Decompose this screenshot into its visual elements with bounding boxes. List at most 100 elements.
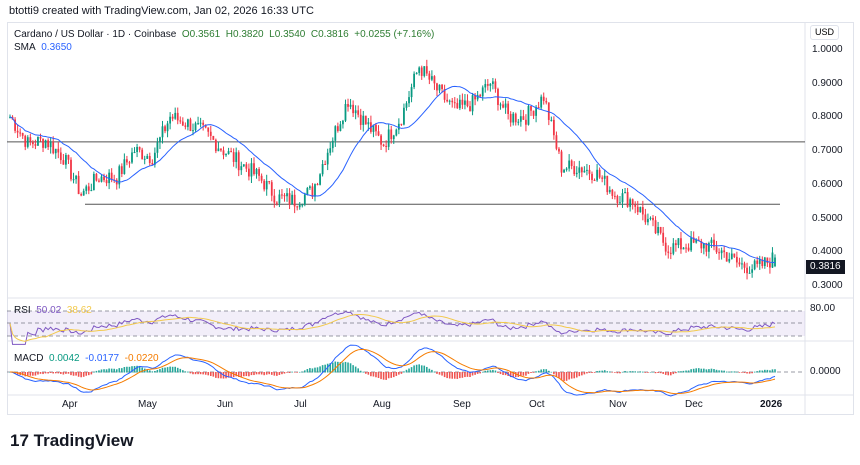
macd-histogram-bar [601,370,603,373]
candle-body [258,169,260,176]
candle-body [288,193,291,205]
candle-body [652,217,654,221]
macd-histogram-bar [179,368,182,373]
macd-histogram-bar [243,372,245,377]
candle-body [392,135,395,140]
macd-histogram-bar [520,372,522,377]
candle-body [296,206,299,208]
sma-value: 0.3650 [41,42,72,53]
tradingview-logo[interactable]: 17 TradingView [10,431,134,450]
candle-body [212,135,215,140]
macd-histogram-bar [479,372,481,374]
candle-body [512,113,515,123]
macd-histogram-bar [75,372,77,376]
candle-body [37,136,39,146]
macd-histogram-bar [138,366,141,373]
macd-histogram-bar [281,372,283,375]
change-value: +0.0255 (+7.16%) [354,29,435,40]
time-tick: Jul [294,399,307,410]
chart-frame[interactable] [7,22,854,415]
candle-body [169,116,172,124]
candle-body [527,106,530,125]
macd-histogram-bar [32,372,34,376]
macd-histogram-bar [260,372,263,375]
candle-body [329,148,332,153]
candle-body [138,146,141,150]
candle-body [352,104,355,114]
macd-histogram-bar [598,370,601,373]
candle-body [306,188,309,195]
candle-body [87,186,90,191]
macd-histogram-bar [738,372,741,373]
macd-histogram-bar [588,372,591,373]
macd-histogram-bar [542,369,545,373]
candle-body [710,239,713,244]
macd-histogram-bar [204,372,207,375]
candle-body [49,142,52,148]
candle-body [586,169,588,171]
price-tick: 0.4000 [812,246,843,258]
macd-histogram-bar [286,372,288,373]
macd-histogram-bar [680,371,682,373]
macd-histogram-bar [428,368,431,373]
macd-histogram-bar [329,363,332,373]
currency-button[interactable]: USD [810,25,840,40]
candle-body [474,95,476,100]
macd-histogram-bar [80,372,82,378]
candle-body [713,239,715,247]
macd-histogram-bar [469,372,471,377]
macd-histogram-bar [334,361,337,373]
candle-body [390,129,393,140]
macd-histogram-bar [550,371,553,373]
macd-histogram-bar [49,372,52,373]
macd-histogram-bar [159,369,161,373]
macd-histogram-bar [672,372,675,375]
candle-body [591,173,593,180]
candle-body [504,103,507,108]
candle-body [385,145,388,147]
macd-histogram-bar [156,369,159,373]
macd-histogram-bar [47,372,49,374]
macd-histogram-bar [217,372,220,379]
candle-body [619,202,621,204]
macd-histogram-bar [95,370,98,373]
candle-body [596,169,598,181]
candle-body [314,184,316,197]
macd-histogram-bar [403,371,405,373]
symbol-title[interactable]: Cardano / US Dollar · 1D · Coinbase [14,29,177,40]
macd-histogram-bar [548,370,550,373]
macd-histogram-bar [459,372,461,379]
macd-legend[interactable]: MACD 0.0042 -0.0177 -0.0220 [14,353,159,364]
candle-body [181,121,184,126]
candle-body [448,100,451,102]
macd-histogram-bar [161,367,164,373]
candle-body [430,76,433,80]
rsi-ma-line [9,313,776,342]
candle-body [425,66,428,74]
rsi-legend[interactable]: RSI 50.02 38.62 [14,305,92,316]
candle-body [278,194,281,204]
candle-body [481,87,484,97]
macd-histogram-bar [362,371,365,373]
macd-histogram-bar [410,367,413,373]
candle-body [761,259,764,266]
macd-histogram-bar [484,370,487,373]
macd-histogram-bar [365,372,367,374]
macd-histogram-bar [187,371,189,373]
candle-body [80,194,83,196]
candle-body [347,104,349,107]
macd-histogram-bar [431,369,433,373]
macd-histogram-bar [311,368,314,373]
macd-histogram-bar [110,368,113,373]
price-tick: 0.9000 [812,77,843,89]
candle-body [746,267,748,274]
macd-histogram-bar [337,361,339,373]
candle-body [72,179,75,181]
macd-histogram-bar [118,368,121,373]
macd-histogram-bar [42,372,44,375]
candle-body [184,125,187,127]
macd-histogram-bar [390,372,393,378]
candle-body [545,100,548,103]
sma-legend[interactable]: SMA 0.3650 [14,42,72,53]
